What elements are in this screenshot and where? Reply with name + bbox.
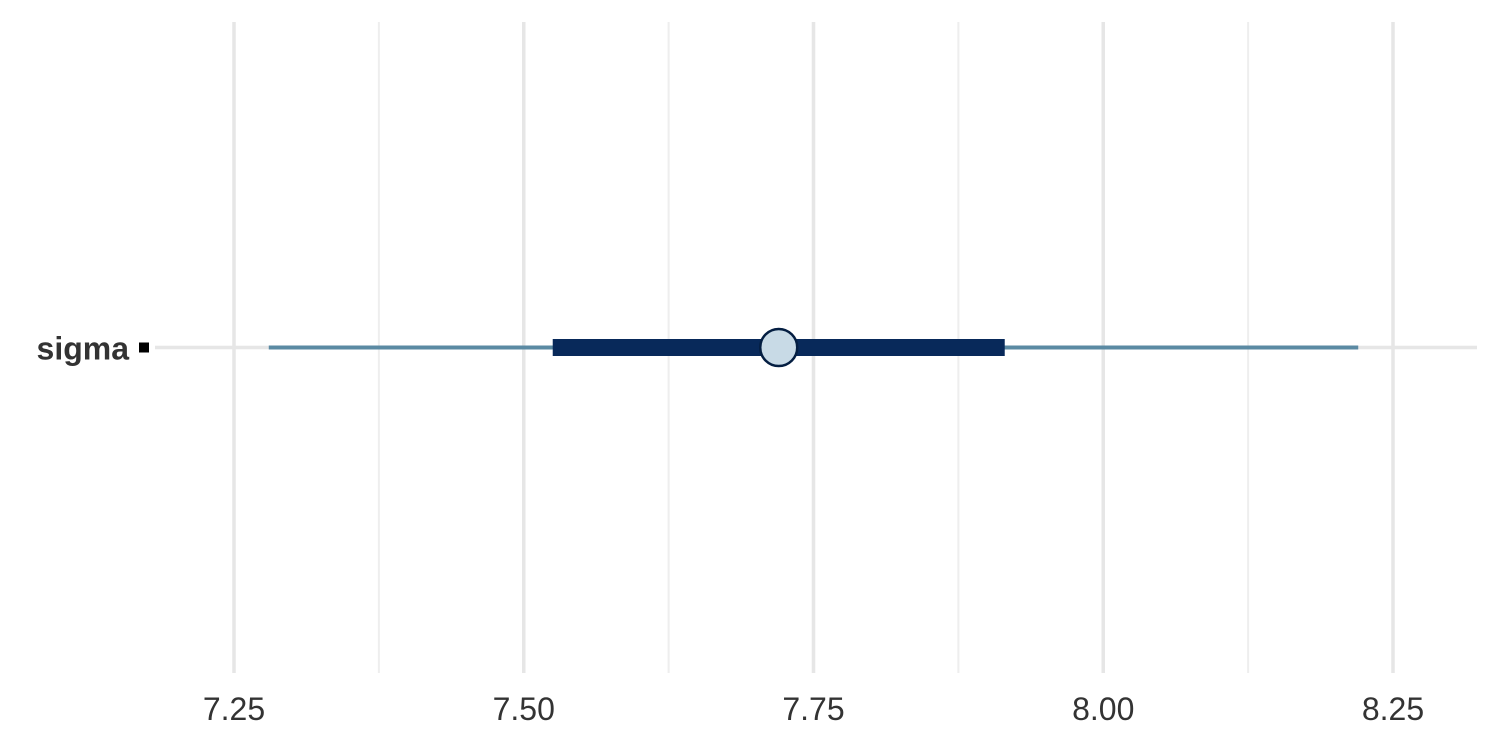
point-estimate	[758, 327, 799, 368]
y-axis-labels: sigma	[37, 331, 149, 367]
x-axis-tick-labels: 7.25 7.50 7.75 8.00 8.25	[203, 691, 1424, 727]
x-tick-label: 7.25	[203, 691, 265, 727]
x-tick-label: 8.00	[1072, 691, 1134, 727]
point-estimates	[758, 327, 799, 368]
x-tick-label: 8.25	[1362, 691, 1424, 727]
x-tick-label: 7.50	[493, 691, 555, 727]
x-tick-label: 7.75	[782, 691, 844, 727]
y-tick-mark	[139, 342, 149, 353]
y-axis-label: sigma	[37, 331, 130, 367]
